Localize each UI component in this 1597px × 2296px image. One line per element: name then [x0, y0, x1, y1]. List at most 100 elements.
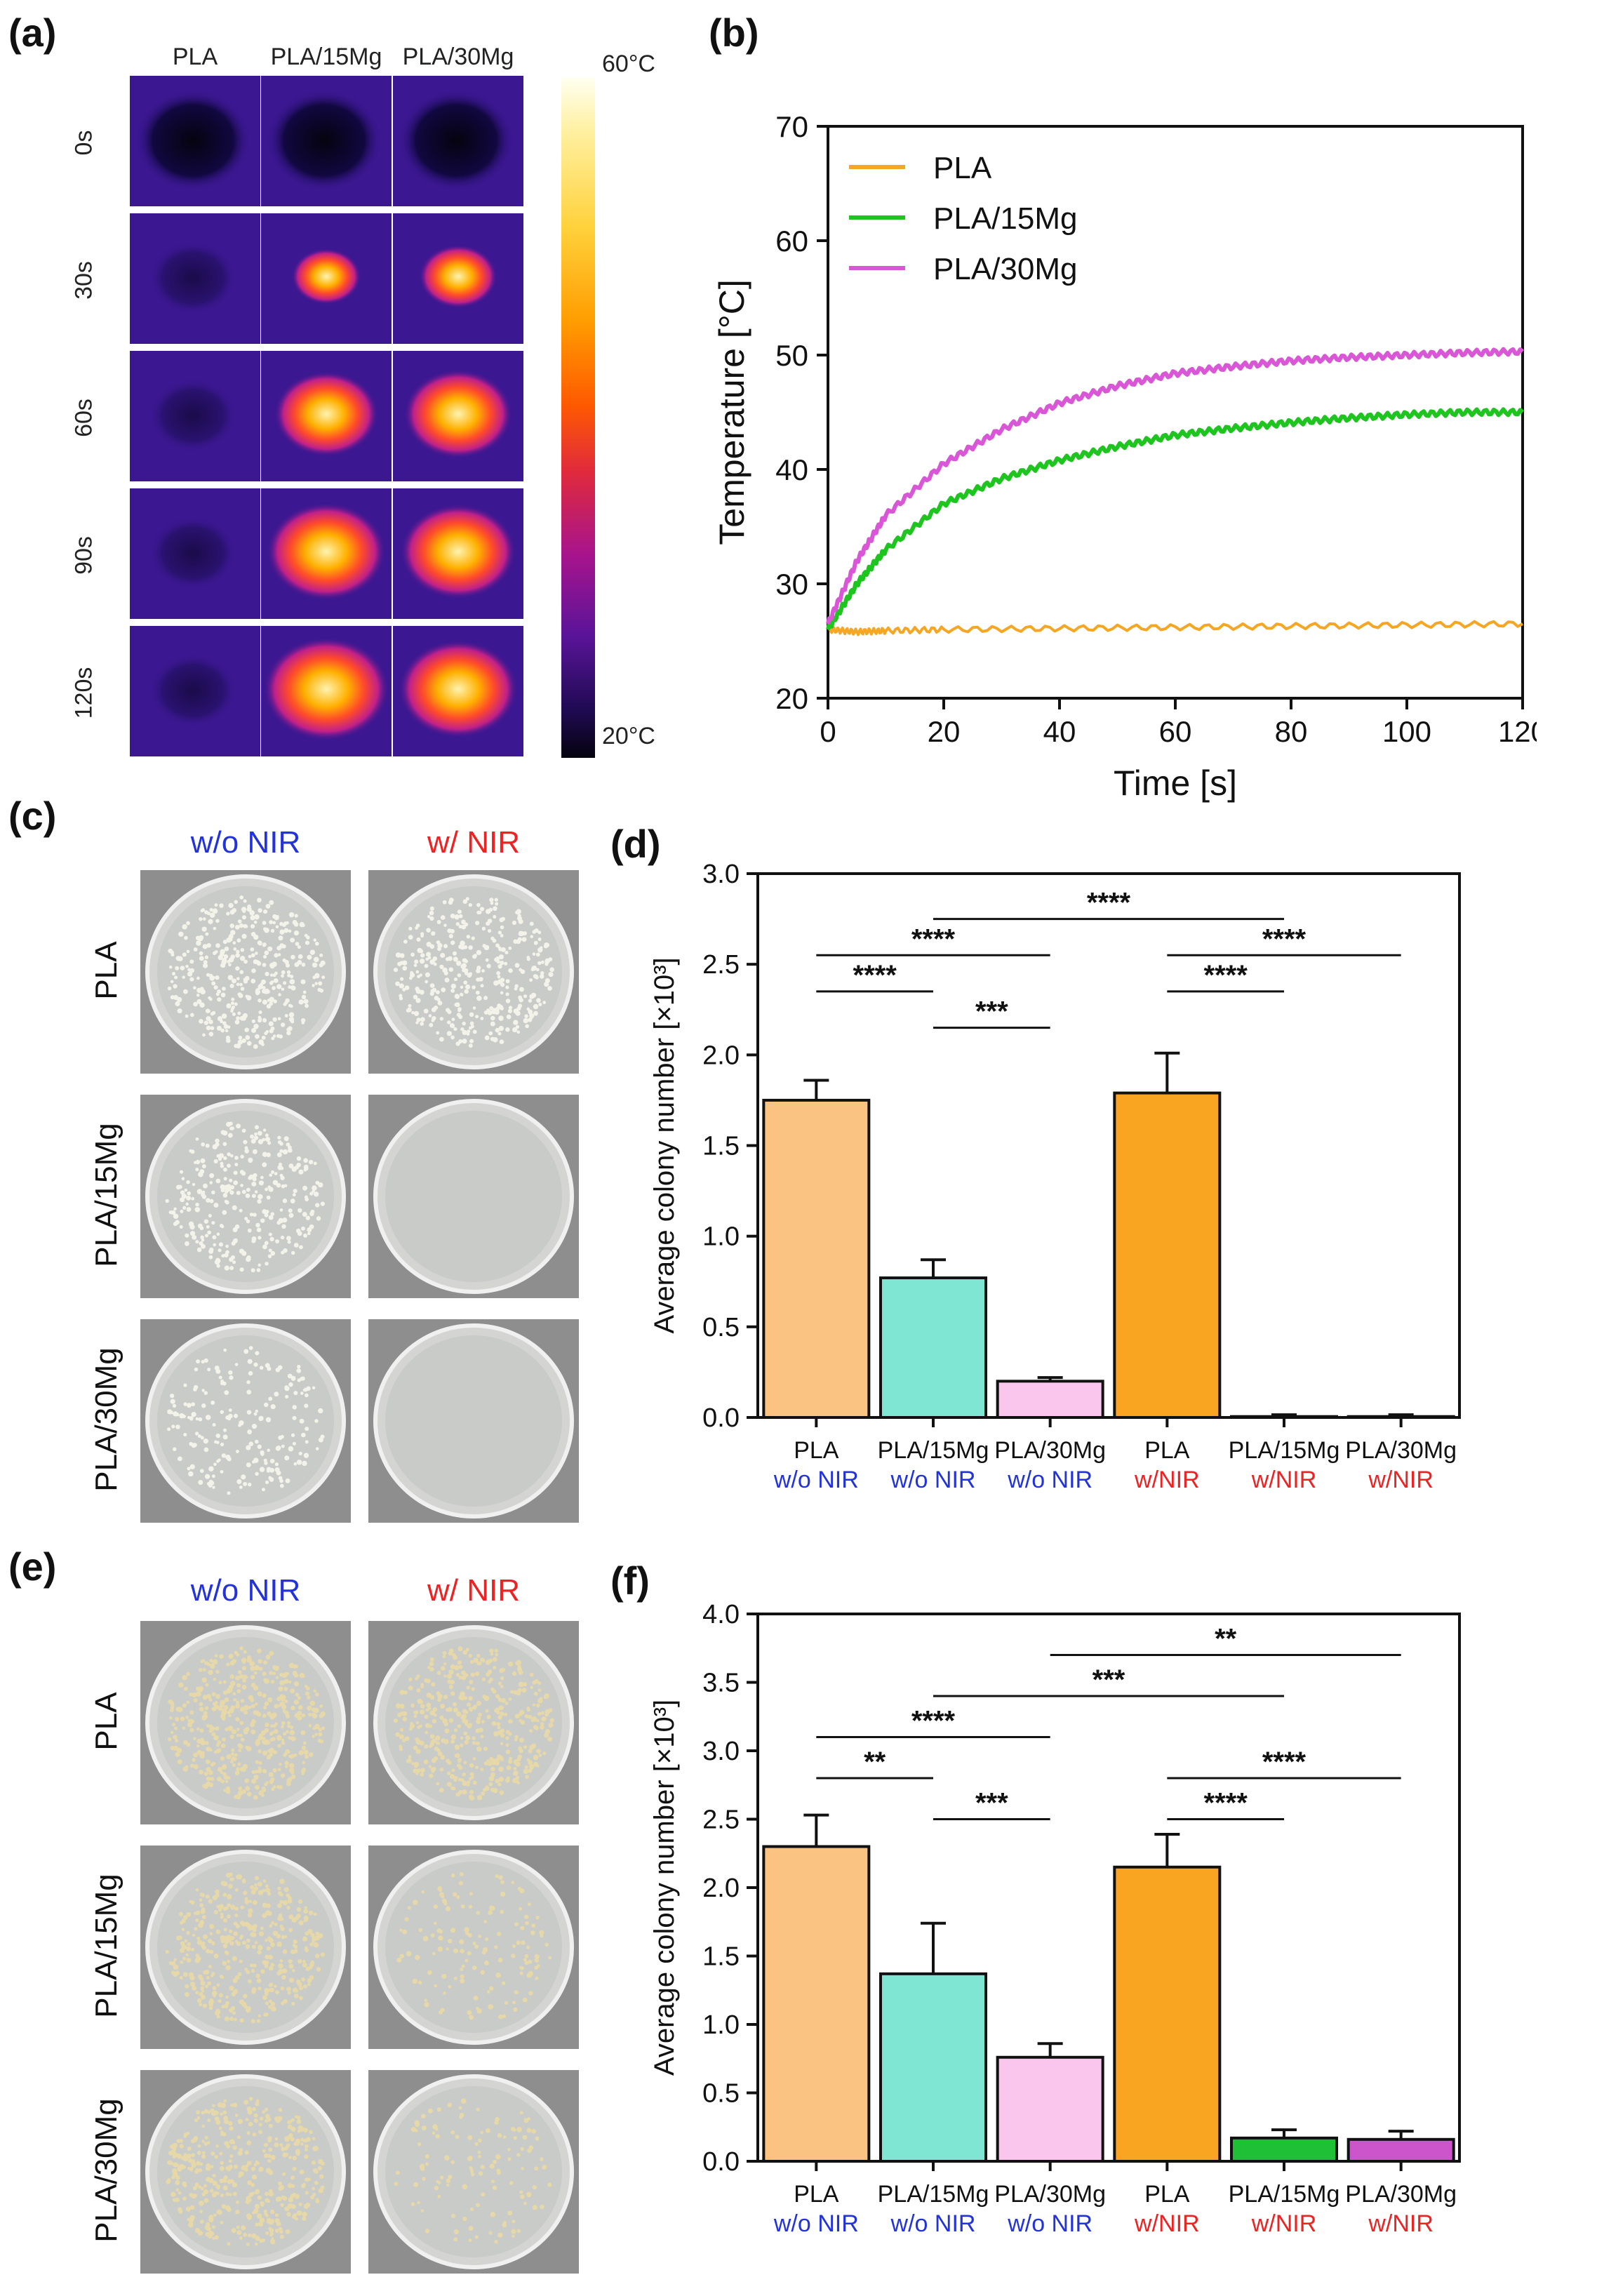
bacterial-colony	[197, 1974, 203, 1980]
bacterial-colony	[448, 2175, 453, 2180]
thermal-row-header: 60s	[70, 399, 98, 437]
bacterial-colony	[430, 1933, 435, 1938]
bacterial-colony	[225, 1727, 229, 1732]
bacterial-colony	[436, 1748, 441, 1753]
bacterial-colony	[222, 1381, 227, 1386]
bacterial-colony	[485, 958, 489, 962]
bacterial-colony	[287, 973, 291, 977]
bacterial-colony	[171, 1970, 175, 1975]
bacterial-colony	[315, 1447, 319, 1450]
bacterial-colony	[220, 1770, 224, 1775]
bacterial-colony	[262, 954, 267, 959]
bacterial-colony	[286, 970, 291, 975]
bacterial-colony	[181, 1918, 186, 1923]
bacterial-colony	[397, 961, 402, 966]
bacterial-colony	[246, 2007, 251, 2013]
bacterial-colony	[258, 2168, 262, 2172]
bacterial-colony	[236, 1733, 240, 1737]
bacterial-colony	[213, 1462, 217, 1467]
bacterial-colony	[290, 1705, 295, 1711]
bacterial-colony	[290, 2194, 295, 2198]
bacterial-colony	[286, 2143, 290, 2147]
bacterial-colony	[213, 2110, 219, 2116]
bacterial-colony	[167, 1427, 171, 1431]
bacterial-colony	[452, 1787, 456, 1791]
bacterial-colony	[192, 1235, 197, 1240]
bacterial-colony	[286, 2212, 291, 2217]
x-tick-label: 60	[1159, 715, 1192, 748]
bacterial-colony	[303, 1915, 309, 1921]
bacterial-colony	[268, 1396, 273, 1401]
bacterial-colony	[258, 1766, 262, 1770]
bacterial-colony	[223, 1704, 229, 1710]
bacterial-colony	[497, 1726, 501, 1730]
bacterial-colony	[513, 939, 518, 944]
bacterial-colony	[180, 1716, 185, 1721]
bacterial-colony	[226, 1662, 230, 1667]
bacterial-colony	[522, 2135, 528, 2140]
bacterial-colony	[271, 1787, 275, 1791]
bacterial-colony	[457, 1008, 461, 1013]
bacterial-colony	[208, 1669, 213, 1676]
bacterial-colony	[203, 1661, 208, 1665]
bacterial-colony	[490, 2212, 496, 2217]
bacterial-colony	[203, 1711, 208, 1716]
bacterial-colony	[173, 1411, 178, 1417]
x-tick-label: PLA/30Mg	[1345, 2181, 1457, 2208]
bacterial-colony	[499, 1668, 504, 1674]
bacterial-colony	[274, 1722, 278, 1726]
bacterial-colony	[255, 1471, 259, 1476]
bacterial-colony	[187, 2154, 192, 2159]
bacterial-colony	[310, 1933, 315, 1937]
bacterial-colony	[223, 1348, 227, 1352]
bacterial-colony	[524, 1961, 529, 1965]
bacterial-colony	[199, 1469, 204, 1473]
bacterial-colony	[193, 986, 196, 990]
bacterial-colony	[307, 1705, 312, 1711]
bacterial-colony	[408, 935, 413, 940]
bacterial-colony	[450, 1664, 455, 1669]
bacterial-colony	[319, 1714, 323, 1718]
bacterial-colony	[508, 1006, 513, 1010]
bacterial-colony	[314, 1935, 320, 1941]
bacterial-colony	[297, 1231, 302, 1236]
bacterial-colony	[203, 2184, 207, 2188]
bacterial-colony	[532, 2185, 537, 2190]
petri-dish-photo	[140, 1621, 351, 1824]
bacterial-colony	[281, 1738, 285, 1742]
bacterial-colony	[241, 1789, 246, 1794]
bacterial-colony	[265, 1780, 269, 1784]
bacterial-colony	[193, 1001, 198, 1007]
bacterial-colony	[486, 1008, 490, 1012]
plate-column-header: w/o NIR	[190, 1573, 301, 1608]
bacterial-colony	[514, 1737, 518, 1742]
bacterial-colony	[269, 1001, 274, 1006]
bacterial-colony	[259, 1366, 264, 1370]
bacterial-colony	[432, 956, 438, 961]
bacterial-colony	[497, 1957, 503, 1963]
bacterial-colony	[315, 2199, 320, 2204]
bacterial-colony	[183, 1432, 187, 1437]
bacterial-colony	[234, 2017, 237, 2022]
bacterial-colony	[480, 2130, 484, 2135]
bacterial-colony	[253, 959, 258, 964]
bacterial-colony	[254, 1125, 259, 1130]
bacterial-colony	[489, 1648, 494, 1653]
bacterial-colony	[235, 2201, 239, 2204]
bacterial-colony	[505, 1701, 509, 1706]
bacterial-colony	[512, 1944, 516, 1949]
bacterial-colony	[480, 1768, 484, 1771]
bacterial-colony	[233, 1170, 238, 1175]
bacterial-colony	[436, 1741, 440, 1745]
bacterial-colony	[250, 1932, 255, 1937]
bacterial-colony	[281, 1697, 286, 1702]
bacterial-colony	[296, 1368, 302, 1373]
bacterial-colony	[215, 1749, 221, 1754]
bacterial-colony	[192, 1758, 196, 1762]
bacterial-colony	[215, 2191, 220, 2195]
bacterial-colony	[175, 2180, 180, 2185]
bacterial-colony	[255, 1760, 260, 1764]
bacterial-colony	[204, 1984, 209, 1989]
bacterial-colony	[182, 1766, 189, 1772]
bacterial-colony	[189, 1464, 195, 1469]
